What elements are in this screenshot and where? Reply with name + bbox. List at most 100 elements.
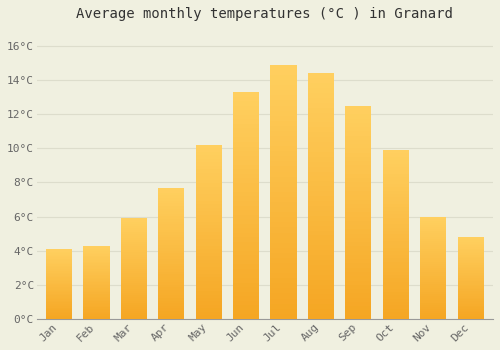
Bar bbox=[458, 239, 483, 240]
Bar bbox=[270, 141, 296, 146]
Bar bbox=[158, 259, 184, 261]
Bar bbox=[158, 274, 184, 277]
Bar bbox=[46, 274, 72, 275]
Bar bbox=[346, 251, 372, 255]
Bar bbox=[346, 289, 372, 293]
Bar bbox=[420, 223, 446, 225]
Bar bbox=[196, 225, 222, 229]
Bar bbox=[382, 231, 409, 234]
Bar bbox=[121, 276, 147, 279]
Bar bbox=[121, 307, 147, 309]
Bar bbox=[233, 92, 260, 97]
Bar bbox=[346, 298, 372, 302]
Bar bbox=[46, 257, 72, 259]
Bar bbox=[458, 288, 483, 289]
Bar bbox=[346, 212, 372, 217]
Bar bbox=[158, 314, 184, 316]
Bar bbox=[158, 308, 184, 311]
Bar bbox=[270, 278, 296, 283]
Bar bbox=[233, 242, 260, 246]
Bar bbox=[458, 271, 483, 273]
Bar bbox=[158, 190, 184, 193]
Bar bbox=[458, 289, 483, 291]
Bar bbox=[196, 187, 222, 190]
Bar bbox=[270, 228, 296, 232]
Bar bbox=[308, 240, 334, 245]
Bar bbox=[420, 317, 446, 319]
Bar bbox=[420, 241, 446, 243]
Bar bbox=[121, 297, 147, 299]
Bar bbox=[308, 181, 334, 186]
Bar bbox=[158, 272, 184, 274]
Bar bbox=[158, 261, 184, 264]
Bar bbox=[233, 296, 260, 301]
Bar bbox=[420, 227, 446, 229]
Bar bbox=[346, 166, 372, 170]
Bar bbox=[308, 265, 334, 270]
Bar bbox=[46, 301, 72, 302]
Bar bbox=[382, 163, 409, 167]
Bar bbox=[346, 208, 372, 212]
Bar bbox=[458, 291, 483, 293]
Bar bbox=[308, 201, 334, 206]
Bar bbox=[233, 201, 260, 205]
Bar bbox=[121, 273, 147, 275]
Bar bbox=[382, 258, 409, 261]
Bar bbox=[84, 276, 110, 278]
Bar bbox=[346, 315, 372, 319]
Bar bbox=[382, 285, 409, 288]
Bar bbox=[46, 313, 72, 315]
Bar bbox=[84, 281, 110, 282]
Bar bbox=[308, 88, 334, 93]
Bar bbox=[420, 313, 446, 315]
Bar bbox=[382, 184, 409, 187]
Bar bbox=[196, 166, 222, 169]
Bar bbox=[382, 160, 409, 163]
Bar bbox=[196, 204, 222, 208]
Bar bbox=[420, 217, 446, 219]
Bar bbox=[458, 244, 483, 245]
Bar bbox=[121, 234, 147, 236]
Bar bbox=[84, 250, 110, 251]
Bar bbox=[233, 160, 260, 165]
Bar bbox=[382, 312, 409, 315]
Bar bbox=[46, 291, 72, 292]
Bar bbox=[158, 217, 184, 219]
Bar bbox=[270, 263, 296, 268]
Bar bbox=[121, 262, 147, 265]
Bar bbox=[196, 256, 222, 260]
Bar bbox=[121, 224, 147, 226]
Bar bbox=[382, 241, 409, 245]
Bar bbox=[420, 282, 446, 284]
Bar bbox=[420, 225, 446, 227]
Bar bbox=[84, 309, 110, 310]
Bar bbox=[420, 276, 446, 278]
Bar bbox=[346, 246, 372, 251]
Bar bbox=[458, 278, 483, 280]
Bar bbox=[458, 302, 483, 304]
Bar bbox=[233, 110, 260, 115]
Bar bbox=[121, 268, 147, 271]
Bar bbox=[346, 157, 372, 161]
Bar bbox=[84, 310, 110, 312]
Bar bbox=[308, 98, 334, 103]
Bar bbox=[382, 248, 409, 251]
Bar bbox=[382, 306, 409, 309]
Bar bbox=[121, 267, 147, 268]
Bar bbox=[270, 90, 296, 95]
Bar bbox=[233, 219, 260, 224]
Bar bbox=[346, 238, 372, 242]
Bar bbox=[233, 310, 260, 314]
Bar bbox=[158, 269, 184, 272]
Bar bbox=[196, 291, 222, 295]
Bar bbox=[46, 250, 72, 252]
Bar bbox=[458, 237, 483, 239]
Bar bbox=[346, 204, 372, 208]
Bar bbox=[270, 202, 296, 207]
Bar bbox=[346, 268, 372, 272]
Bar bbox=[270, 85, 296, 90]
Bar bbox=[158, 266, 184, 269]
Bar bbox=[233, 119, 260, 124]
Bar bbox=[420, 258, 446, 260]
Bar bbox=[121, 281, 147, 283]
